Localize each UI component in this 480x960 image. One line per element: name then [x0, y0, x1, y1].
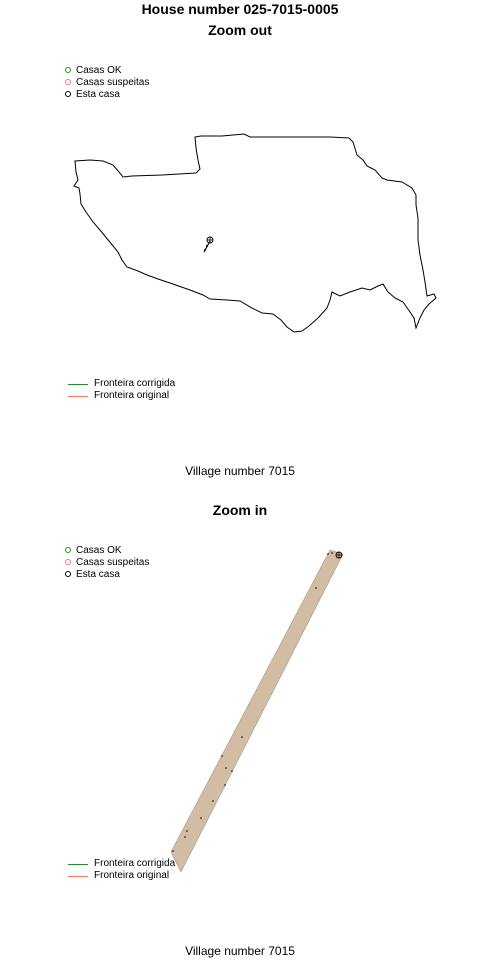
zoom-out-title: Zoom out: [208, 22, 272, 38]
zoom-in-footer: Village number 7015: [185, 944, 295, 958]
red-circle-icon: [65, 559, 71, 565]
house-point: [186, 830, 188, 832]
legend-label: Casas OK: [76, 65, 122, 76]
green-line-icon: [68, 383, 88, 385]
legend-label: Casas OK: [76, 545, 122, 556]
legend-label: Casas suspeitas: [76, 77, 150, 88]
page-title: House number 025-7015-0005: [141, 1, 339, 17]
red-line-icon: [68, 395, 88, 397]
house-point: [212, 800, 214, 802]
legend-label: Esta casa: [76, 89, 120, 100]
legend-label: Fronteira corrigida: [94, 858, 176, 869]
red-circle-icon: [65, 79, 71, 85]
house-point: [241, 736, 243, 738]
zoom-in-title: Zoom in: [212, 502, 268, 518]
red-line-icon: [68, 875, 88, 877]
green-circle-icon: [65, 547, 71, 553]
house-point: [206, 245, 208, 247]
house-point: [225, 767, 227, 769]
house-points: [203, 236, 214, 253]
house-point: [200, 817, 202, 819]
legend-label: Fronteira original: [94, 390, 170, 401]
house-point: [224, 784, 226, 786]
house-point: [231, 770, 233, 772]
village-area: [170, 549, 344, 873]
house-point: [221, 755, 223, 757]
legend-label: Esta casa: [76, 569, 120, 580]
zoom-out-footer: Village number 7015: [185, 464, 295, 478]
zoom-out-map: [73, 133, 437, 333]
house-point: [315, 587, 317, 589]
black-circle-icon: [65, 571, 71, 577]
house-point: [204, 249, 206, 251]
legend-label: Casas suspeitas: [76, 557, 150, 568]
house-point: [331, 552, 333, 554]
green-line-icon: [68, 863, 88, 865]
green-circle-icon: [65, 67, 71, 73]
house-point: [184, 836, 186, 838]
house-point: [172, 850, 174, 852]
village-boundary: [73, 133, 437, 333]
zoom-in-map: [170, 549, 344, 873]
legend-label: Fronteira original: [94, 870, 170, 881]
house-points: [172, 551, 343, 852]
black-circle-icon: [65, 91, 71, 97]
house-point: [327, 553, 329, 555]
legend-label: Fronteira corrigida: [94, 378, 176, 389]
